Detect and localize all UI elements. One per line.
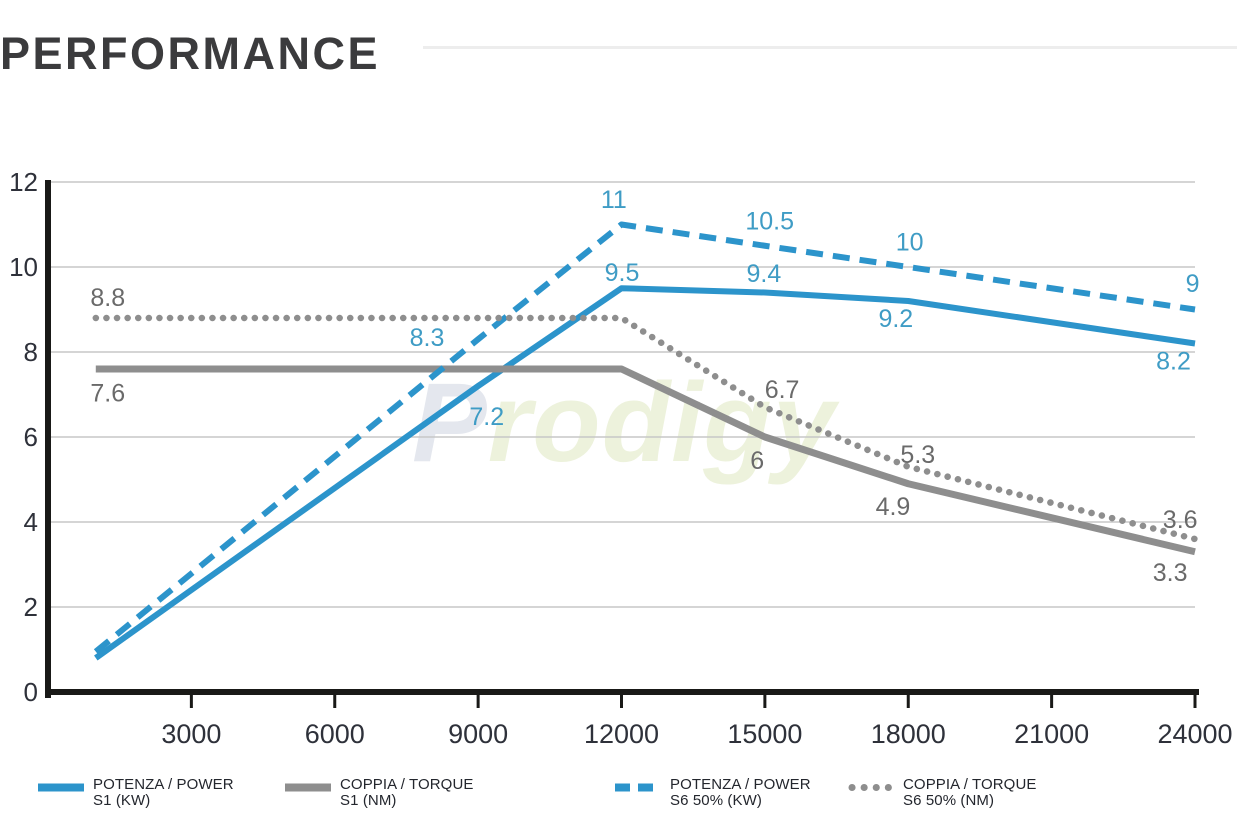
x-axis-tick (333, 695, 337, 708)
legend-label-line1: COPPIA / TORQUE (903, 776, 1037, 793)
watermark-text-rest: rodigy (487, 360, 836, 485)
x-axis-tick (1193, 695, 1197, 708)
legend-item-torque-s6: COPPIA / TORQUE S6 50% (NM) (848, 777, 1036, 809)
data-label: 9.5 (605, 259, 640, 287)
legend-label-line1: POTENZA / POWER (93, 776, 234, 793)
data-label: 10 (896, 229, 924, 257)
data-label: 9.2 (878, 305, 913, 333)
legend-label-line2: S6 50% (KW) (670, 791, 762, 809)
legend-label: COPPIA / TORQUE S1 (NM) (340, 777, 473, 809)
performance-chart: 0 2 4 6 8 10 12 3000 6000 9000 12000 15000 18000 2100… (9, 167, 1232, 749)
series-line-power_s1 (94, 285, 1196, 661)
x-axis-label: 6000 (305, 719, 365, 749)
legend-swatch-dotted-gray (848, 780, 896, 791)
legend-label: POTENZA / POWER S6 50% (KW) (670, 777, 811, 809)
x-axis-tick (476, 695, 480, 708)
legend-label-line1: COPPIA / TORQUE (340, 776, 474, 793)
legend-label: COPPIA / TORQUE S6 50% (NM) (903, 777, 1036, 809)
x-axis-label: 24000 (1157, 719, 1232, 749)
legend-swatch-dashed-blue (615, 780, 661, 792)
data-label: 7.2 (469, 403, 504, 431)
data-label: 8.3 (410, 324, 445, 352)
data-label: 7.6 (90, 379, 125, 407)
legend-swatch-solid-gray (285, 780, 331, 792)
data-label: 9.4 (747, 260, 782, 288)
data-label: 8.2 (1156, 348, 1191, 376)
legend-line-sample-icon (615, 783, 661, 792)
x-axis-label: 9000 (448, 719, 508, 749)
data-label: 3.6 (1163, 506, 1198, 534)
x-axis-tick (763, 695, 767, 708)
y-axis-label: 0 (24, 677, 38, 707)
legend-line-sample-icon (38, 783, 84, 792)
x-axis-tick (1050, 695, 1054, 708)
data-label: 5.3 (900, 441, 935, 469)
legend-item-torque-s1: COPPIA / TORQUE S1 (NM) (285, 777, 473, 809)
title-underline (423, 46, 1237, 49)
x-axis-label: 3000 (161, 719, 221, 749)
data-label: 4.9 (876, 493, 911, 521)
data-label: 9 (1186, 270, 1200, 298)
data-label: 11 (601, 186, 627, 214)
chart-legend: POTENZA / POWER S1 (KW) COPPIA / TORQUE … (0, 777, 1237, 822)
page-title: PERFORMANCE (0, 28, 381, 80)
y-axis-label: 4 (24, 507, 38, 537)
x-axis-label: 21000 (1014, 719, 1089, 749)
y-axis-label: 6 (24, 422, 38, 452)
series-line-torque_s1 (95, 365, 1196, 556)
x-axis-tick (620, 695, 623, 708)
data-label: 10.5 (745, 207, 794, 235)
series-line-torque_s6 (92, 314, 1199, 543)
legend-line-sample-icon (285, 783, 331, 792)
data-label: 8.8 (90, 284, 125, 312)
legend-label-line2: S1 (KW) (93, 791, 151, 809)
legend-swatch-solid-blue (38, 780, 84, 792)
series-line-power_s6 (93, 221, 1196, 654)
data-label: 6 (750, 447, 764, 475)
legend-label-line2: S6 50% (NM) (903, 791, 995, 809)
y-axis-label: 8 (24, 337, 38, 367)
legend-item-power-s6: POTENZA / POWER S6 50% (KW) (615, 777, 811, 809)
legend-line-sample-icon (848, 784, 896, 791)
x-axis-label: 18000 (871, 719, 946, 749)
y-axis-line (45, 180, 51, 698)
y-axis-label: 2 (24, 592, 38, 622)
watermark: Prodigy (412, 358, 836, 487)
y-axis-label: 10 (9, 252, 38, 282)
legend-label: POTENZA / POWER S1 (KW) (93, 777, 234, 809)
x-axis-tick (906, 695, 910, 708)
x-axis-line (45, 689, 1199, 695)
x-axis-label: 15000 (727, 719, 802, 749)
x-axis-label: 12000 (584, 719, 659, 749)
x-axis-tick (189, 695, 193, 708)
legend-item-power-s1: POTENZA / POWER S1 (KW) (38, 777, 234, 809)
legend-label-line2: S1 (NM) (340, 791, 397, 809)
data-label: 3.3 (1153, 559, 1188, 587)
y-axis-label: 12 (9, 167, 38, 197)
legend-label-line1: POTENZA / POWER (670, 776, 811, 793)
data-label: 6.7 (765, 376, 800, 404)
